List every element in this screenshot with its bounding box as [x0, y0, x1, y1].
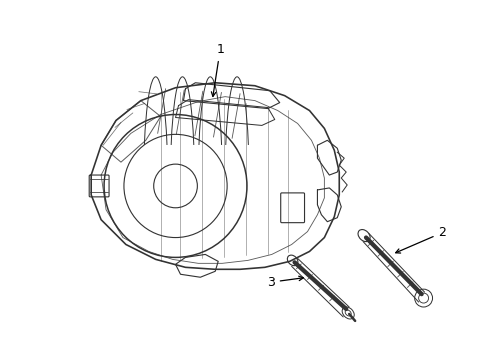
Text: 3: 3 [266, 276, 303, 289]
Text: 1: 1 [211, 43, 224, 96]
Text: 2: 2 [395, 226, 446, 253]
